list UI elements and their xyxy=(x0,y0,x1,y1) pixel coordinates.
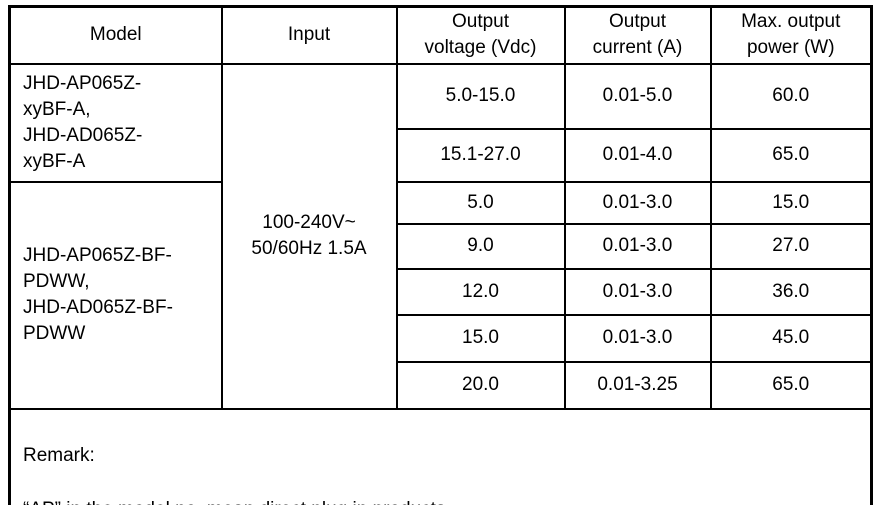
model-group-1-cell: JHD-AP065Z- xyBF-A, JHD-AD065Z- xyBF-A xyxy=(8,62,223,183)
model-group-2-cell: JHD-AP065Z-BF- PDWW, JHD-AD065Z-BF- PDWW xyxy=(8,180,223,410)
table-row: 15.1-27.0 0.01-4.0 65.0 xyxy=(10,127,873,183)
voltage-cell: 20.0 xyxy=(395,360,566,410)
header-model: Model xyxy=(8,5,223,65)
power-cell: 60.0 xyxy=(709,62,873,130)
table-row: 20.0 0.01-3.25 65.0 xyxy=(10,360,873,410)
power-cell: 36.0 xyxy=(709,267,873,316)
power-cell: 65.0 xyxy=(709,127,873,183)
input-cell: 100-240V~ 50/60Hz 1.5A xyxy=(220,62,398,410)
power-spec-table: Model Input Output voltage (Vdc) Output … xyxy=(8,5,873,505)
voltage-cell: 15.1-27.0 xyxy=(395,127,566,183)
voltage-cell: 5.0-15.0 xyxy=(395,62,566,130)
power-cell: 27.0 xyxy=(709,222,873,270)
table-row: 15.0 0.01-3.0 45.0 xyxy=(10,313,873,363)
voltage-cell: 15.0 xyxy=(395,313,566,363)
power-cell: 15.0 xyxy=(709,180,873,225)
table-row: JHD-AP065Z- xyBF-A, JHD-AD065Z- xyBF-A 1… xyxy=(8,62,873,410)
current-cell: 0.01-3.0 xyxy=(563,180,712,225)
header-input: Input xyxy=(220,5,398,65)
table-row: 9.0 0.01-3.0 27.0 xyxy=(10,222,873,270)
current-cell: 0.01-3.0 xyxy=(563,222,712,270)
current-cell: 0.01-3.0 xyxy=(563,313,712,363)
header-max-output-power: Max. output power (W) xyxy=(709,5,873,65)
table-row: 12.0 0.01-3.0 36.0 xyxy=(10,267,873,316)
remark-title: Remark: xyxy=(23,444,95,466)
current-cell: 0.01-3.0 xyxy=(563,267,712,316)
remark-cell: Remark: “AP” in the model no. mean direc… xyxy=(8,407,873,505)
power-cell: 65.0 xyxy=(709,360,873,410)
remark-line-ap: “AP” in the model no. mean direct plug i… xyxy=(23,496,858,505)
remark-row: Remark: “AP” in the model no. mean direc… xyxy=(8,407,873,505)
voltage-cell: 12.0 xyxy=(395,267,566,316)
table-row: JHD-AP065Z-BF- PDWW, JHD-AD065Z-BF- PDWW… xyxy=(8,180,873,410)
current-cell: 0.01-4.0 xyxy=(563,127,712,183)
voltage-cell: 5.0 xyxy=(395,180,566,225)
power-cell: 45.0 xyxy=(709,313,873,363)
header-output-current: Output current (A) xyxy=(563,5,712,65)
current-cell: 0.01-3.25 xyxy=(563,360,712,410)
header-output-voltage: Output voltage (Vdc) xyxy=(395,5,566,65)
voltage-cell: 9.0 xyxy=(395,222,566,270)
current-cell: 0.01-5.0 xyxy=(563,62,712,130)
table-header-row: Model Input Output voltage (Vdc) Output … xyxy=(8,5,873,65)
